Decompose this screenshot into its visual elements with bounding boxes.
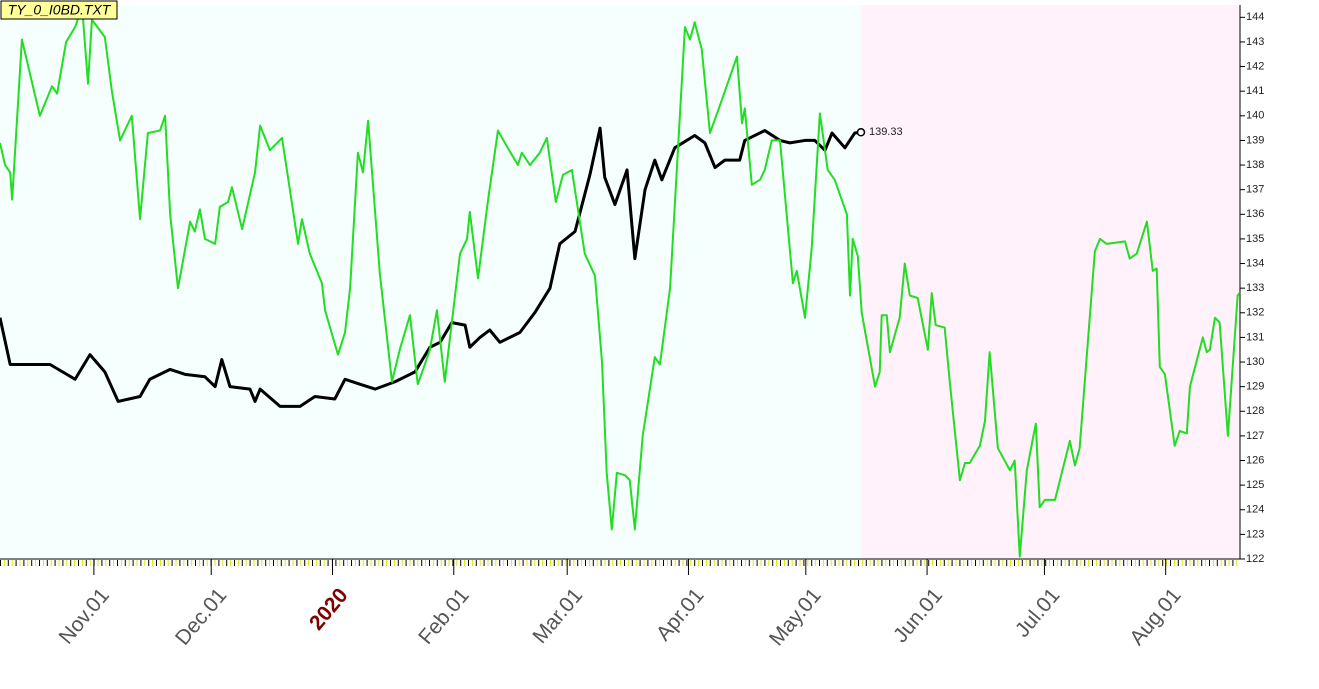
- chart-title: TY_0_I0BD.TXT: [8, 2, 112, 18]
- x-tick-label: Jul.01: [1011, 584, 1065, 642]
- x-tick-label: 2020: [305, 584, 353, 635]
- y-tick-label: 128: [1246, 405, 1264, 417]
- series-line: [0, 126, 862, 408]
- minor-ticks: [0, 560, 1240, 567]
- background: [0, 5, 1240, 559]
- y-tick-label: 125: [1246, 479, 1264, 491]
- y-tick-label: 130: [1246, 356, 1264, 368]
- x-tick-label: Mar.01: [528, 584, 587, 648]
- y-tick-label: 122: [1246, 553, 1264, 565]
- y-tick-label: 126: [1246, 454, 1264, 466]
- last-value-label: 139.33: [869, 126, 903, 138]
- y-tick-label: 124: [1246, 504, 1264, 516]
- region: [860, 5, 1240, 559]
- y-tick-label: 135: [1246, 233, 1264, 245]
- y-tick-label: 144: [1246, 11, 1264, 23]
- y-tick-label: 141: [1246, 85, 1264, 97]
- y-tick-label: 123: [1246, 528, 1264, 540]
- y-tick-label: 133: [1246, 282, 1264, 294]
- y-tick-label: 131: [1246, 331, 1264, 343]
- last-point: [856, 128, 866, 137]
- y-tick-label: 132: [1246, 307, 1264, 319]
- x-tick-label: Aug.01: [1125, 584, 1185, 650]
- y-tick-label: 127: [1246, 430, 1264, 442]
- y-tick-label: 139: [1246, 134, 1264, 146]
- x-tick-label: Jun.01: [889, 584, 947, 647]
- x-tick-label: Nov.01: [55, 584, 114, 649]
- x-tick-label: May.01: [765, 584, 826, 650]
- y-tick-label: 137: [1246, 184, 1264, 196]
- series-line: [0, 6, 1241, 558]
- x-tick-label: Apr.01: [652, 584, 709, 645]
- title-box: [0, 0, 118, 20]
- y-tick-label: 129: [1246, 381, 1264, 393]
- y-tick-label: 134: [1246, 257, 1264, 269]
- region: [0, 5, 861, 559]
- y-tick-label: 143: [1246, 36, 1264, 48]
- plot: [0, 6, 1241, 558]
- y-tick-label: 138: [1246, 159, 1264, 171]
- x-tick-label: Feb.01: [414, 584, 474, 649]
- y-tick-label: 136: [1246, 208, 1264, 220]
- y-tick-label: 140: [1246, 110, 1264, 122]
- x-tick-label: Dec.01: [171, 584, 231, 650]
- y-tick-label: 142: [1246, 60, 1264, 72]
